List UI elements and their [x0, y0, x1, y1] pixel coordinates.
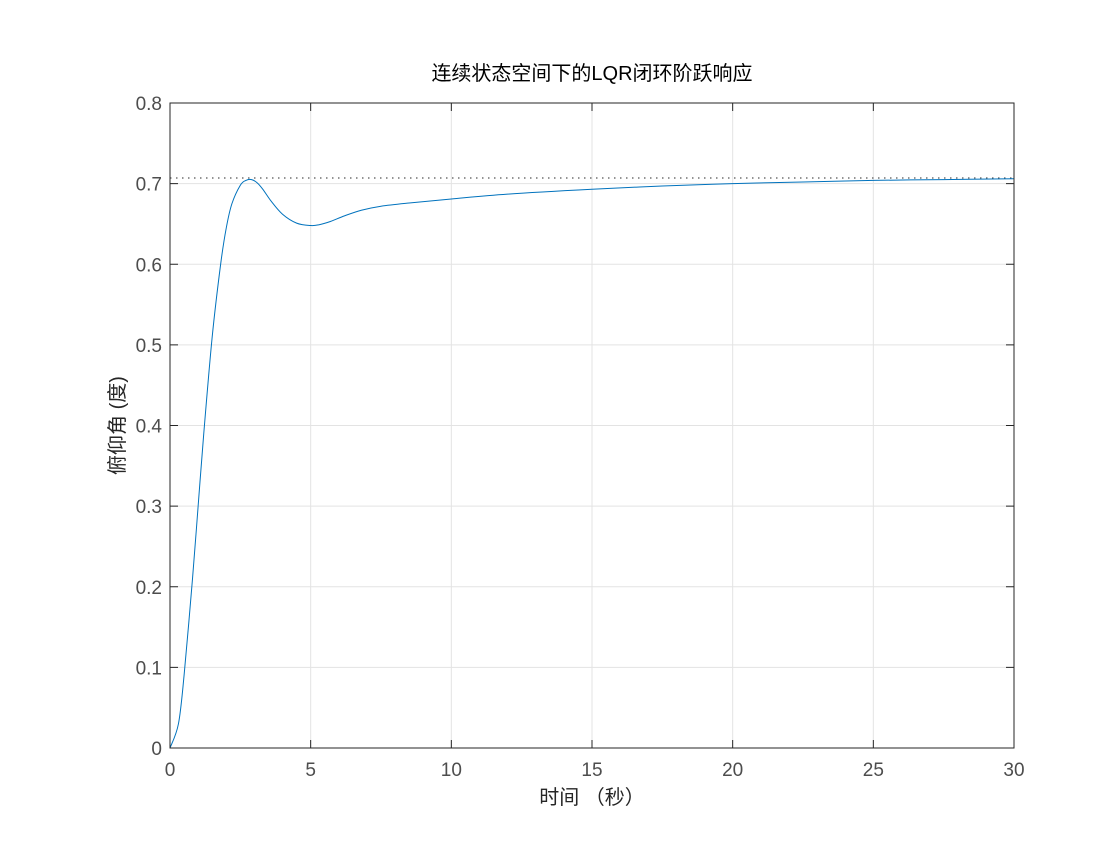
y-tick-label: 0 [151, 739, 162, 760]
y-tick-label: 0.6 [136, 255, 162, 276]
y-tick-label: 0.1 [136, 658, 162, 679]
y-tick-label: 0.5 [136, 336, 162, 357]
x-tick-label: 0 [165, 760, 176, 781]
y-tick-label: 0.4 [136, 417, 163, 438]
x-tick-label: 25 [863, 760, 884, 781]
x-tick-label: 10 [441, 760, 462, 781]
y-tick-label: 0.8 [136, 94, 162, 115]
chart-title: 连续状态空间下的LQR闭环阶跃响应 [431, 62, 752, 85]
y-axis-label: 俯仰角 (度) [106, 376, 129, 475]
y-tick-label: 0.2 [136, 578, 162, 599]
x-axis-label: 时间 （秒） [539, 786, 645, 809]
x-tick-label: 30 [1003, 760, 1024, 781]
series-line [169, 178, 1015, 749]
x-tick-label: 5 [305, 760, 316, 781]
y-tick-label: 0.7 [136, 175, 162, 196]
y-tick-label: 0.3 [136, 497, 162, 518]
x-tick-label: 15 [581, 760, 602, 781]
x-tick-label: 20 [722, 760, 743, 781]
axis-ticks: 0 5 10 15 20 25 30 0 0.1 0.2 0.3 0.4 0.5 0.6 0.7 0.8 [136, 94, 1025, 781]
